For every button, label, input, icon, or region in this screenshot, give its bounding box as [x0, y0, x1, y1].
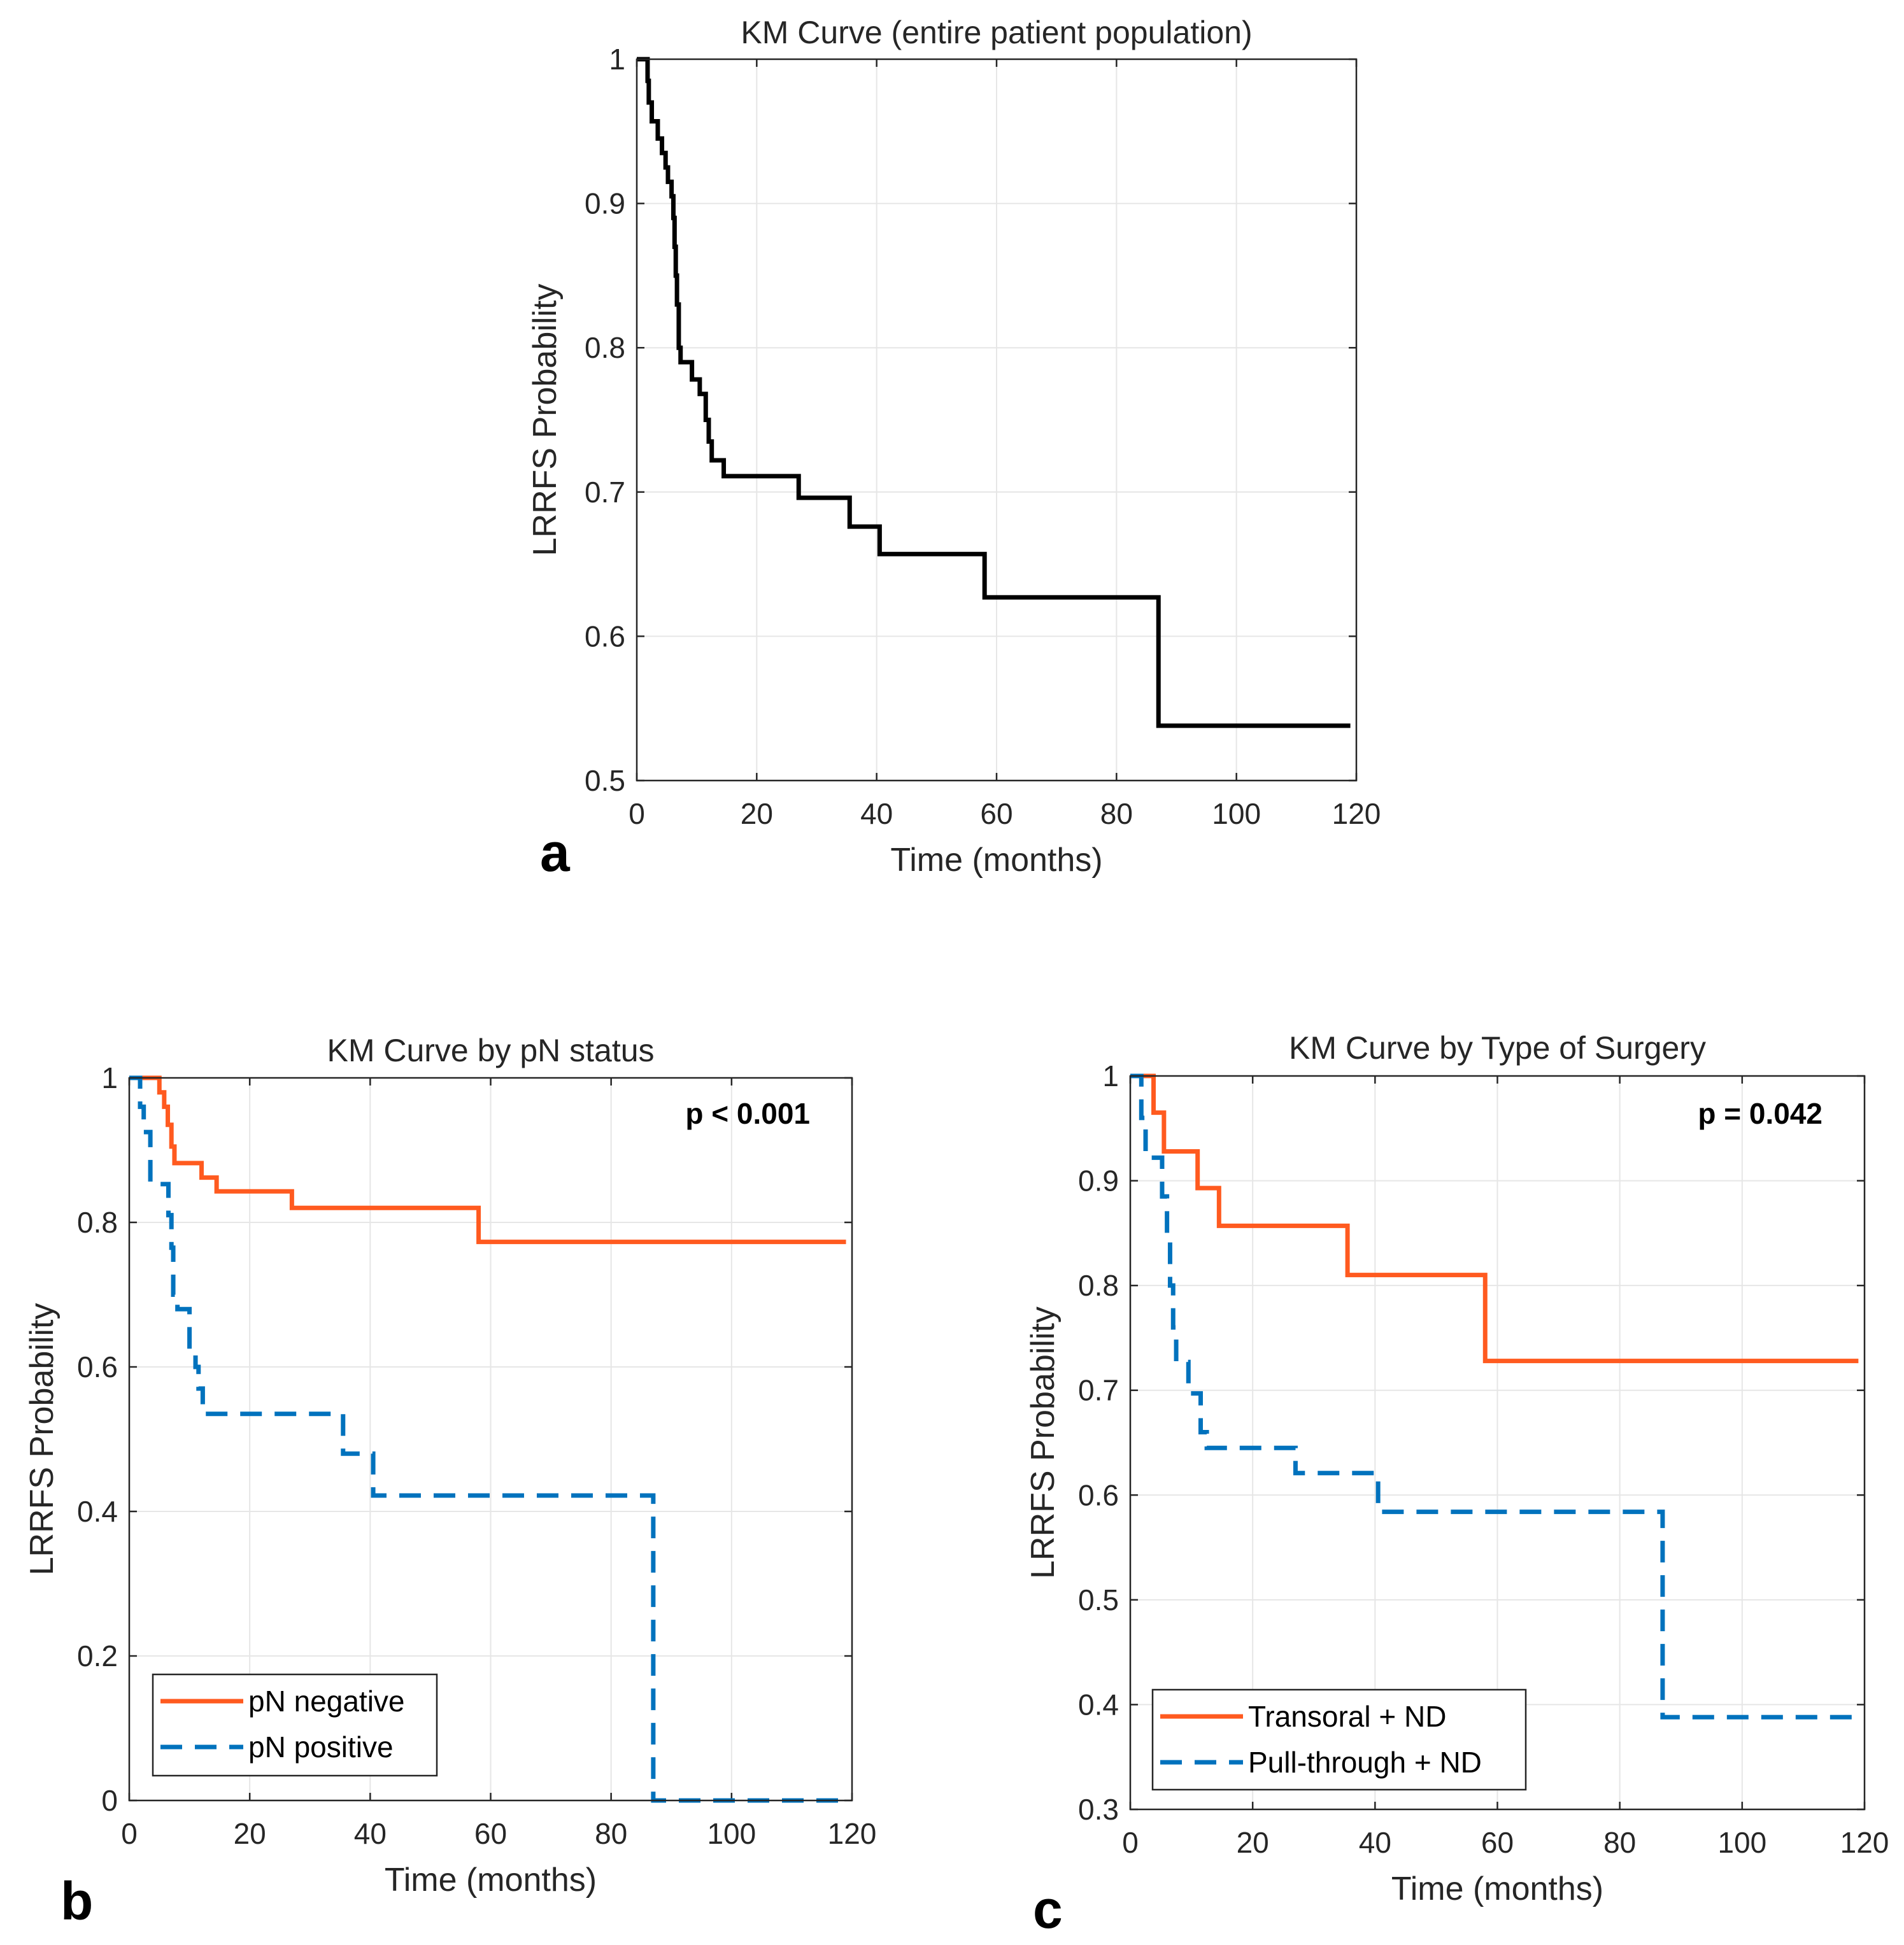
x-tick-label: 120: [1332, 797, 1381, 830]
x-tick-label: 40: [1359, 1826, 1391, 1859]
x-tick-label: 100: [1212, 797, 1261, 830]
y-axis-label: LRRFS Probability: [24, 1303, 60, 1576]
x-tick-label: 100: [1717, 1826, 1766, 1859]
x-tick-label: 120: [828, 1817, 877, 1850]
p-value-annotation: p = 0.042: [1698, 1097, 1822, 1130]
km-curve-pull-through-nd: [1130, 1073, 1859, 1720]
x-axis-label: Time (months): [385, 1862, 597, 1899]
x-tick-label: 60: [980, 797, 1012, 830]
y-tick-label: 0.6: [77, 1350, 118, 1383]
km-curve-pn-negative: [129, 1075, 846, 1245]
y-tick-label: 0.9: [585, 187, 625, 220]
y-tick-label: 0.8: [1078, 1269, 1119, 1302]
legend: pN negative pN positive: [152, 1673, 438, 1777]
legend-box: [152, 1673, 438, 1777]
x-tick-label: 120: [1840, 1826, 1889, 1859]
panel-label: b: [60, 1871, 93, 1931]
y-tick-label: 0.4: [77, 1495, 118, 1528]
y-axis-label: LRRFS Probability: [527, 284, 564, 556]
y-tick-label: 0.5: [585, 764, 625, 797]
legend-box: [1151, 1688, 1527, 1791]
x-tick-label: 0: [121, 1817, 138, 1850]
legend-entry-label: pN negative: [248, 1685, 405, 1718]
plot-frame: [128, 1077, 853, 1802]
y-tick-label: 0.8: [585, 331, 625, 364]
y-tick-label: 0.9: [1078, 1164, 1119, 1198]
km-curve-transoral-nd: [1130, 1073, 1859, 1364]
km-curve-pn-positive: [129, 1075, 846, 1803]
x-tick-label: 80: [595, 1817, 627, 1850]
y-tick-label: 0.8: [77, 1206, 118, 1239]
panel-label: c: [1033, 1879, 1063, 1939]
chart-title: KM Curve by pN status: [327, 1033, 654, 1068]
x-tick-label: 20: [741, 797, 773, 830]
legend-entry-label: Pull-through + ND: [1248, 1746, 1482, 1779]
x-axis-label: Time (months): [1391, 1871, 1603, 1907]
x-tick-label: 20: [234, 1817, 266, 1850]
panel-label: a: [540, 823, 571, 882]
chart-title: KM Curve (entire patient population): [741, 15, 1252, 50]
plot-frame: [1129, 1075, 1866, 1811]
x-tick-label: 40: [860, 797, 893, 830]
x-tick-label: 60: [474, 1817, 507, 1850]
y-tick-label: 0.5: [1078, 1583, 1119, 1616]
x-tick-label: 80: [1603, 1826, 1636, 1859]
p-value-annotation: p < 0.001: [685, 1097, 810, 1130]
y-tick-label: 1: [609, 43, 625, 76]
y-tick-label: 0: [101, 1784, 118, 1817]
x-axis-label: Time (months): [890, 842, 1102, 879]
x-tick-label: 40: [354, 1817, 387, 1850]
x-tick-label: 20: [1237, 1826, 1269, 1859]
legend-entry-label: pN positive: [248, 1730, 394, 1764]
chart-panel-a: 0 20 40 60 80 100 120 0.5 0.6 0.7 0.8 0.9 1 KM Curve …: [527, 15, 1381, 882]
y-tick-label: 0.7: [1078, 1374, 1119, 1407]
legend: Transoral + ND Pull-through + ND: [1151, 1688, 1527, 1791]
legend-entry-label: Transoral + ND: [1248, 1700, 1446, 1733]
x-tick-label: 0: [1122, 1826, 1139, 1859]
y-tick-label: 0.2: [77, 1639, 118, 1673]
chart-panel-b: 0 20 40 60 80 100 120 0 0.2 0.4 0.6 0.8 1 KM Curve by…: [24, 1033, 876, 1931]
y-axis-label: LRRFS Probability: [1025, 1306, 1062, 1579]
plot-frame: [636, 58, 1358, 782]
y-tick-label: 0.7: [585, 476, 625, 509]
x-tick-label: 80: [1100, 797, 1133, 830]
y-tick-label: 0.6: [1078, 1478, 1119, 1511]
y-tick-label: 0.6: [585, 619, 625, 653]
y-tick-label: 0.3: [1078, 1793, 1119, 1826]
y-tick-label: 1: [101, 1061, 118, 1094]
x-tick-label: 100: [707, 1817, 756, 1850]
x-tick-label: 0: [629, 797, 645, 830]
y-tick-label: 0.4: [1078, 1688, 1119, 1721]
x-tick-label: 60: [1481, 1826, 1514, 1859]
y-tick-label: 1: [1102, 1059, 1119, 1093]
chart-title: KM Curve by Type of Surgery: [1289, 1030, 1706, 1066]
km-curve-overall: [637, 57, 1351, 728]
chart-panel-c: 0 20 40 60 80 100 120 0.3 0.4 0.5 0.6 0.7 0.8 0.9 1 KM …: [1025, 1030, 1889, 1939]
